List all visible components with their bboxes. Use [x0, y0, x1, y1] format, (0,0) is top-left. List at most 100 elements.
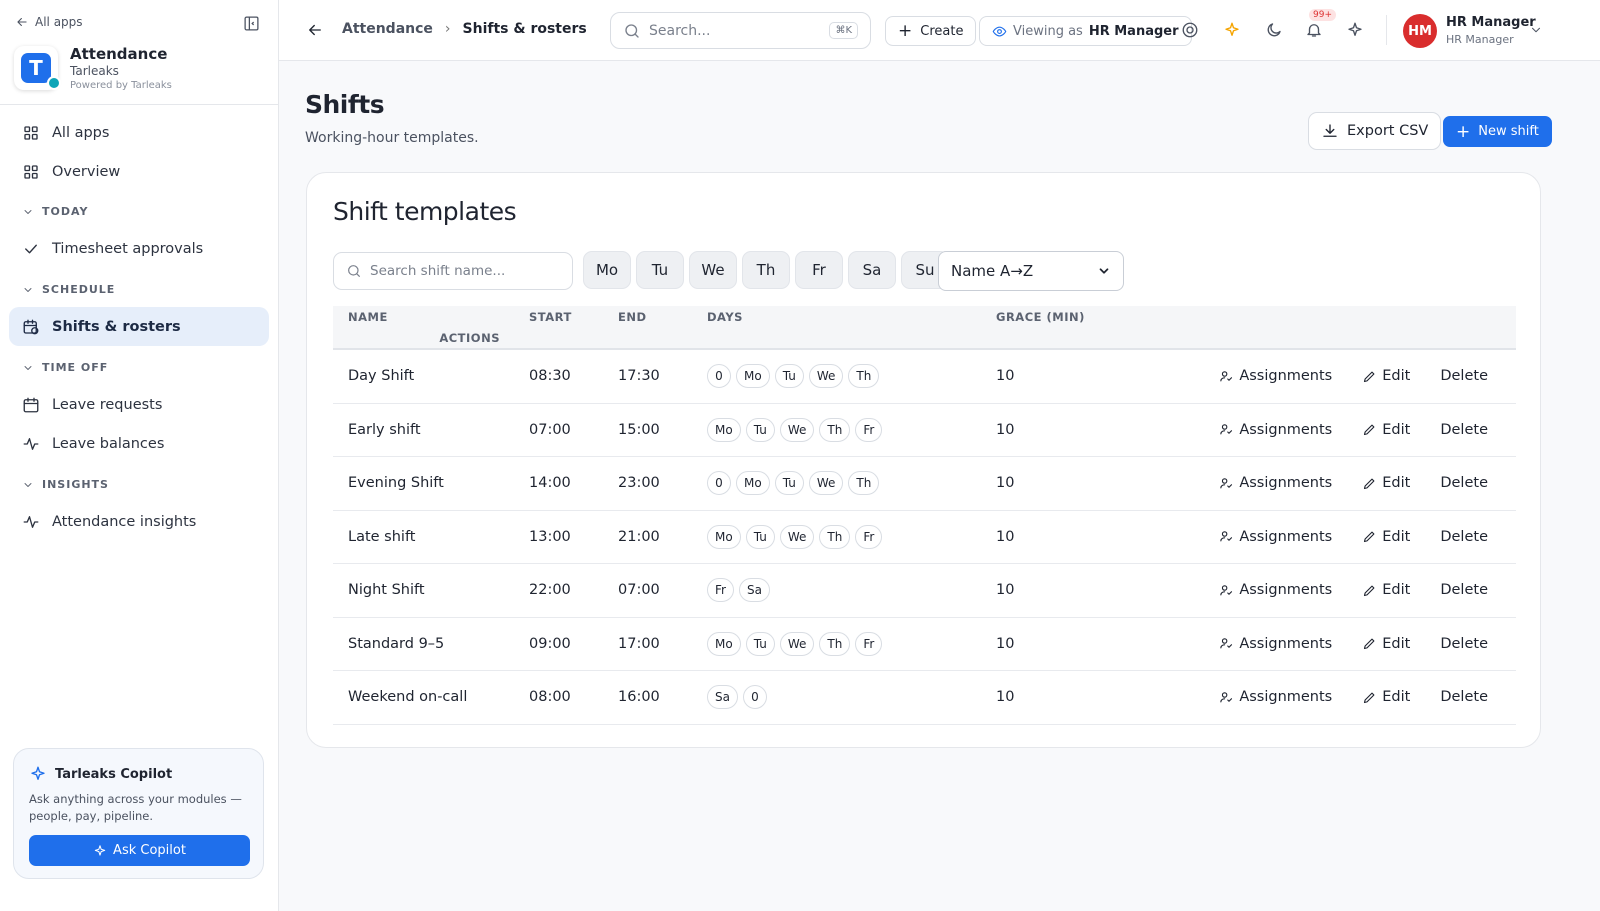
- nav-item[interactable]: Overview: [9, 152, 269, 191]
- day-pill: Mo: [707, 417, 741, 442]
- grace-and-actions: 10 Assignments Edit Delete: [981, 368, 1516, 384]
- viewing-label: Viewing as: [1013, 23, 1083, 39]
- row-action[interactable]: Delete: [1440, 529, 1488, 545]
- row-action-label: Delete: [1440, 421, 1488, 438]
- export-button[interactable]: Export CSV: [1308, 112, 1442, 150]
- theme-icon[interactable]: [1265, 21, 1283, 39]
- grace-and-actions: 10 Assignments Edit Delete: [981, 689, 1516, 705]
- section-header: SCHEDULE: [22, 283, 115, 296]
- row-action[interactable]: Edit: [1362, 636, 1410, 652]
- day-pill: Tu: [774, 471, 804, 496]
- sort-label: Name A→Z: [951, 262, 1034, 280]
- avatar[interactable]: HM: [1403, 14, 1437, 48]
- grace-and-actions: 10 Assignments Edit Delete: [981, 636, 1516, 652]
- export-label: Export CSV: [1347, 123, 1429, 139]
- nav-item[interactable]: Attendance insights: [9, 502, 269, 541]
- nav-item[interactable]: All apps: [9, 113, 269, 152]
- row-action-label: Delete: [1440, 582, 1488, 599]
- card-title: Shift templates: [333, 197, 517, 226]
- day-filter[interactable]: Th: [742, 251, 790, 289]
- shift-start: 08:30: [529, 368, 571, 385]
- row-action[interactable]: Delete: [1440, 689, 1488, 705]
- row-action[interactable]: Edit: [1362, 475, 1410, 491]
- nav-item[interactable]: Leave requests: [9, 385, 269, 424]
- sort-select[interactable]: Name A→Z: [938, 251, 1124, 291]
- table-row: Day Shift 08:30 17:30 0 Mo Tu We Th 10 Assignment…: [333, 350, 1516, 404]
- day-filter[interactable]: We: [689, 251, 737, 289]
- user-name: HR Manager: [1446, 15, 1536, 30]
- row-action[interactable]: Assignments: [1219, 422, 1332, 438]
- main: Attendance › Shifts & rosters Search... …: [279, 0, 1600, 911]
- row-actions: Assignments Edit Delete: [1219, 582, 1516, 598]
- row-action-label: Edit: [1382, 528, 1411, 545]
- row-action[interactable]: Assignments: [1219, 689, 1332, 705]
- row-action[interactable]: Assignments: [1219, 636, 1332, 652]
- user-menu[interactable]: [1529, 23, 1543, 37]
- page-subtitle: Working-hour templates.: [305, 130, 479, 146]
- row-action[interactable]: Assignments: [1219, 582, 1332, 598]
- day-filter[interactable]: Mo: [583, 251, 631, 289]
- shift-name: Late shift: [348, 528, 416, 545]
- help-icon[interactable]: [1181, 21, 1199, 39]
- row-action[interactable]: Edit: [1362, 529, 1410, 545]
- day-pill: 0: [707, 471, 731, 496]
- row-action[interactable]: Edit: [1362, 582, 1410, 598]
- table-header: NAME START END DAYS GRACE (MIN) ACTIONS: [333, 306, 1516, 350]
- ai-icon[interactable]: [1223, 21, 1241, 39]
- row-action[interactable]: Delete: [1440, 636, 1488, 652]
- new-shift-button[interactable]: + New shift: [1443, 116, 1552, 147]
- row-actions: Assignments Edit Delete: [1219, 529, 1516, 545]
- row-action[interactable]: Delete: [1440, 582, 1488, 598]
- grace-minutes: 10: [996, 475, 1015, 492]
- shift-days: Mo Tu We Th Fr: [692, 524, 981, 549]
- breadcrumb: Attendance › Shifts & rosters: [342, 21, 587, 37]
- sidebar: All apps T Attendance Tarleaks Powered b…: [0, 0, 279, 911]
- search-shortcut: ⌘K: [829, 22, 858, 39]
- day-filter[interactable]: Sa: [848, 251, 896, 289]
- copilot-button[interactable]: Ask Copilot: [29, 835, 250, 866]
- day-pill: Mo: [707, 524, 741, 549]
- shift-end: 16:00: [618, 689, 660, 706]
- shift-end: 17:00: [618, 635, 660, 652]
- row-actions: Assignments Edit Delete: [1219, 422, 1516, 438]
- row-action[interactable]: Edit: [1362, 689, 1410, 705]
- table-row: Night Shift 22:00 07:00 Fr Sa 10 Assignments Ed…: [333, 564, 1516, 618]
- row-action-label: Delete: [1440, 528, 1488, 545]
- shift-days: Mo Tu We Th Fr: [692, 417, 981, 442]
- nav-item[interactable]: Leave balances: [9, 424, 269, 463]
- page-title: Shifts: [305, 90, 385, 119]
- day-filter[interactable]: Fr: [795, 251, 843, 289]
- back-button[interactable]: [306, 21, 324, 39]
- row-action[interactable]: Assignments: [1219, 529, 1332, 545]
- day-pill: 0: [707, 364, 731, 389]
- back-link[interactable]: All apps: [15, 15, 83, 29]
- nav-item[interactable]: Timesheet approvals: [9, 229, 269, 268]
- table-row: Late shift 13:00 21:00 Mo Tu We Th Fr 10 Assignme…: [333, 511, 1516, 564]
- row-action[interactable]: Assignments: [1219, 475, 1332, 491]
- row-action[interactable]: Delete: [1440, 422, 1488, 438]
- row-action[interactable]: Edit: [1362, 422, 1410, 438]
- row-action[interactable]: Assignments: [1219, 368, 1332, 384]
- day-pill: Th: [848, 364, 880, 389]
- viewing-as[interactable]: Viewing as HR Manager: [979, 16, 1192, 46]
- shift-days: Mo Tu We Th Fr: [692, 631, 981, 656]
- create-button[interactable]: + Create: [885, 16, 977, 46]
- day-filter[interactable]: Tu: [636, 251, 684, 289]
- row-action-label: Assignments: [1239, 528, 1333, 545]
- row-action[interactable]: Delete: [1440, 475, 1488, 491]
- shift-search[interactable]: Search shift name...: [333, 252, 573, 290]
- nav-label: Overview: [52, 163, 121, 180]
- nav-item[interactable]: Shifts & rosters: [9, 307, 269, 346]
- row-action[interactable]: Delete: [1440, 368, 1488, 384]
- nav-label: Leave balances: [52, 435, 165, 452]
- notifications-icon[interactable]: [1305, 21, 1323, 39]
- shift-start: 07:00: [529, 421, 571, 438]
- row-action-label: Delete: [1440, 368, 1488, 385]
- row-action-label: Delete: [1440, 475, 1488, 492]
- collapse-icon[interactable]: [243, 15, 260, 32]
- shift-search-placeholder: Search shift name...: [370, 263, 506, 279]
- breadcrumb-link[interactable]: Attendance: [342, 21, 433, 37]
- global-search[interactable]: Search... ⌘K: [610, 12, 871, 49]
- row-action[interactable]: Edit: [1362, 368, 1410, 384]
- sparkle-icon[interactable]: [1346, 21, 1364, 39]
